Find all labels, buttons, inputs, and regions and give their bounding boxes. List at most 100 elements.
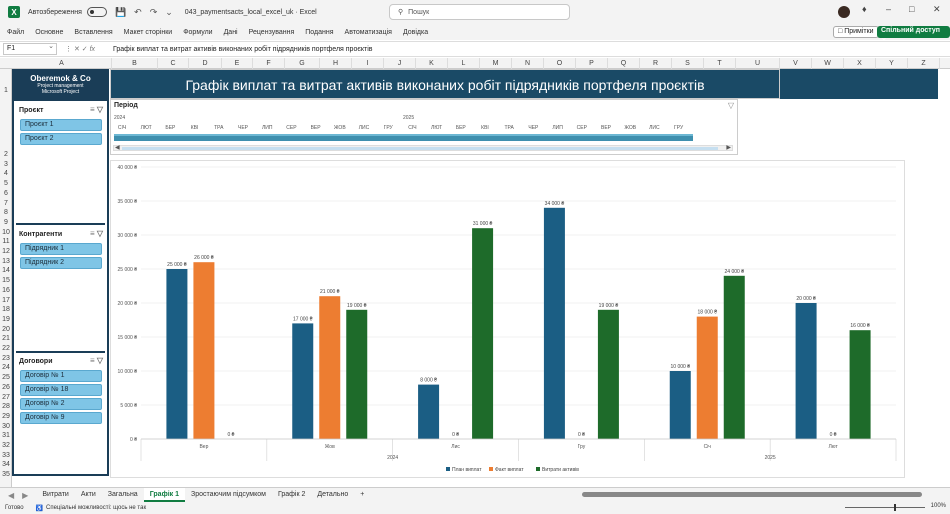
column-header[interactable]: I [352,58,384,69]
row-header[interactable]: 23 [2,354,10,362]
timeline-month[interactable]: КВІ [190,125,199,131]
row-header[interactable]: 35 [2,471,10,479]
menu-formulas[interactable]: Формули [183,28,213,36]
slicer-item-contract-9[interactable]: Договір № 9 [20,412,102,424]
column-header[interactable]: Y [876,58,908,69]
tab-hrafik-1[interactable]: Графік 1 [143,488,185,502]
menu-automate[interactable]: Автоматизація [344,28,392,36]
horizontal-scrollbar[interactable] [582,492,922,497]
timeline-month[interactable]: ВЕР [600,125,611,131]
tab-prev-icon[interactable]: ◀ [8,490,15,500]
customize-toolbar-icon[interactable]: ⌄ [165,6,173,17]
menu-page-layout[interactable]: Макет сторінки [123,28,173,36]
column-header[interactable]: R [640,58,672,69]
menu-review[interactable]: Рецензування [248,28,295,36]
column-header[interactable]: D [189,58,222,69]
minimize-icon[interactable]: – [886,4,892,14]
search-box[interactable]: ⚲ Пошук [389,4,570,20]
timeline-month[interactable]: СІЧ [117,125,127,131]
column-header[interactable]: U [736,58,780,69]
row-header[interactable]: 11 [2,238,10,246]
row-header[interactable]: 27 [2,393,10,401]
row-header[interactable]: 21 [2,335,10,343]
row-header[interactable]: 8 [4,209,8,217]
timeline-slicer[interactable]: Період ▽ 2024 2025 СІЧ ЛЮТ БЕР КВІ ТРА ЧЕР ЛИП… [110,99,738,155]
undo-icon[interactable]: ↶ [134,6,142,17]
row-header[interactable]: 7 [4,199,8,207]
slicer-item-contractor-2[interactable]: Підрядник 2 [20,257,102,269]
column-header[interactable]: O [544,58,576,69]
timeline-month[interactable]: ЛИП [552,125,563,131]
zoom-slider[interactable] [845,507,925,508]
timeline-month[interactable]: ЛИС [649,125,660,131]
row-header[interactable]: 9 [4,218,8,226]
column-header[interactable]: T [704,58,736,69]
tab-next-icon[interactable]: ▶ [22,490,29,500]
timeline-month[interactable]: ЖОВ [333,125,346,131]
column-header[interactable]: M [480,58,512,69]
column-header[interactable]: Z [908,58,940,69]
row-header[interactable]: 31 [2,432,10,440]
row-header[interactable]: 12 [2,248,10,255]
tab-zahalna[interactable]: Загальна [107,491,138,498]
column-header[interactable]: V [780,58,812,69]
share-button[interactable]: Спільний доступ ⌄ [877,26,950,42]
slicer-item-project-1[interactable]: Проєкт 1 [20,119,102,131]
timeline-scroll-thumb[interactable] [122,147,718,150]
row-header[interactable]: 34 [2,461,10,469]
row-header[interactable]: 18 [2,306,10,314]
row-header[interactable]: 5 [4,180,8,188]
slicer-item-contractor-1[interactable]: Підрядник 1 [20,243,102,255]
close-icon[interactable]: ✕ [933,4,941,14]
menu-data[interactable]: Дані [223,28,238,36]
accessibility-status[interactable]: Спеціальні можливості: щось не так [46,505,147,511]
bar-chart[interactable]: 0 ₴ 5 000 ₴ 10 000 ₴ 15 000 ₴ 20 000 ₴ 25 000… [110,160,905,478]
avatar[interactable] [838,6,850,18]
timeline-month[interactable]: ЖОВ [624,125,637,131]
row-header[interactable]: 17 [2,296,10,304]
row-header[interactable]: 2 [4,151,8,158]
row-header[interactable]: 19 [2,315,10,323]
slicer-contractors-icons[interactable]: ≡ ▽ [89,229,103,238]
slicer-contracts-icons[interactable]: ≡ ▽ [89,356,103,365]
row-header[interactable]: 29 [2,412,10,420]
formula-icons[interactable]: ⋮ ✕ ✓ fx [65,46,96,53]
clear-filter-icon[interactable]: ▽ [727,101,734,110]
row-header[interactable]: 6 [4,189,8,197]
menu-home[interactable]: Основне [35,28,64,36]
timeline-month[interactable]: ГРУ [383,125,393,131]
timeline-month[interactable]: СЕР [286,125,297,131]
timeline-month[interactable]: БЕР [165,125,176,131]
tab-vytraty[interactable]: Витрати [42,491,69,498]
row-header[interactable]: 32 [2,442,10,449]
diamond-icon[interactable]: ♦ [862,4,867,14]
slicer-item-project-2[interactable]: Проєкт 2 [20,133,102,145]
scroll-right-icon[interactable]: ▶ [726,145,731,151]
column-header[interactable]: C [158,58,189,69]
worksheet[interactable]: Oberemok & Co Project management Microso… [12,69,938,487]
timeline-month[interactable]: ЛЮТ [140,125,152,131]
maximize-icon[interactable]: □ [909,4,915,14]
timeline-month[interactable]: ТРА [504,125,514,131]
column-header[interactable]: H [320,58,352,69]
zoom-level[interactable]: 100% [930,503,946,509]
column-header[interactable]: G [285,58,320,69]
timeline-month[interactable]: ЧЕР [528,125,539,131]
row-header[interactable]: 10 [2,228,10,236]
row-header[interactable]: 1 [4,87,8,94]
timeline-month[interactable]: СІЧ [408,125,417,131]
column-header[interactable]: Q [608,58,640,69]
timeline-month[interactable]: ТРА [214,125,224,131]
row-header[interactable]: 33 [2,451,10,459]
column-header[interactable]: J [384,58,416,69]
column-header[interactable]: L [448,58,480,69]
column-header[interactable]: K [416,58,448,69]
timeline-month[interactable]: ЛИС [358,125,370,131]
slicer-item-contract-18[interactable]: Договір № 18 [20,384,102,396]
timeline-month[interactable]: БЕР [455,125,466,131]
row-header[interactable]: 24 [2,364,10,372]
redo-icon[interactable]: ↷ [149,6,158,17]
row-header[interactable]: 28 [2,403,10,411]
add-sheet-icon[interactable]: + [360,491,365,498]
timeline-month[interactable]: ГРУ [674,125,684,131]
